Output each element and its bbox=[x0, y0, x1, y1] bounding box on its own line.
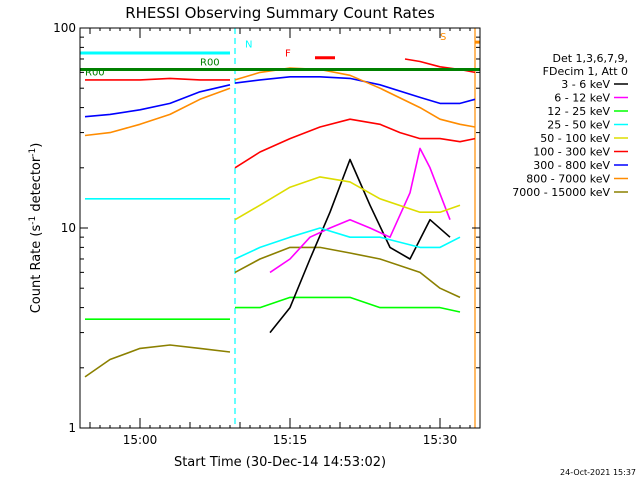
x-axis-label: Start Time (30-Dec-14 14:53:02) bbox=[174, 455, 386, 470]
annotation-2: R00 bbox=[85, 67, 105, 78]
y-axis-ticks: 1 10 100 bbox=[53, 21, 480, 435]
x-tick-label: 15:30 bbox=[423, 433, 458, 447]
x-axis-ticks: 15:00 15:15 15:30 bbox=[89, 28, 481, 447]
legend-label: 6 - 12 keV bbox=[554, 92, 610, 105]
y-tick-label: 1 bbox=[68, 421, 76, 435]
legend-label: 12 - 25 keV bbox=[547, 105, 610, 118]
series-line-50-100-kev-0 bbox=[234, 176, 461, 221]
legend-label: 100 - 300 keV bbox=[533, 146, 610, 159]
annotation-1: R00 bbox=[200, 57, 220, 68]
chart-title: RHESSI Observing Summary Count Rates bbox=[125, 4, 435, 22]
legend-label: 3 - 6 keV bbox=[561, 78, 610, 91]
y-tick-label: 100 bbox=[53, 21, 76, 35]
series-line-800-7000-kev-0 bbox=[84, 87, 231, 137]
legend-label: 300 - 800 keV bbox=[533, 159, 610, 172]
series-line-100-300-kev-1 bbox=[234, 118, 476, 169]
annotation-4: S bbox=[440, 32, 446, 43]
series-line-25-50-kev-1 bbox=[234, 227, 461, 260]
series-line-6-12-kev-0 bbox=[269, 147, 451, 274]
series-line-3-6-kev-0 bbox=[269, 158, 451, 334]
footer-timestamp: 24-Oct-2021 15:37 bbox=[560, 468, 636, 477]
x-tick-label: 15:00 bbox=[123, 433, 158, 447]
series-line-100-300-kev-0 bbox=[85, 77, 230, 81]
legend-header-line: FDecim 1, Att 0 bbox=[543, 65, 628, 78]
legend-label: 7000 - 15000 keV bbox=[512, 186, 610, 199]
annotation-3: F bbox=[285, 49, 291, 60]
series-line-7000-15000-kev-0 bbox=[84, 344, 231, 378]
y-tick-label: 10 bbox=[61, 221, 76, 235]
series-line-7000-15000-kev-1 bbox=[234, 246, 461, 299]
annotation-0: N bbox=[245, 39, 252, 50]
legend-header-line: Det 1,3,6,7,9, bbox=[552, 52, 628, 65]
series-line-300-800-kev-0 bbox=[84, 84, 231, 118]
series-line-12-25-kev-1 bbox=[235, 296, 461, 313]
legend: Det 1,3,6,7,9,FDecim 1, Att 03 - 6 keV6 … bbox=[512, 52, 628, 199]
y-axis-label: Count Rate (s-1 detector-1) bbox=[28, 143, 44, 314]
x-tick-label: 15:15 bbox=[273, 433, 308, 447]
legend-label: 800 - 7000 keV bbox=[526, 173, 610, 186]
legend-label: 25 - 50 keV bbox=[547, 119, 610, 132]
legend-label: 50 - 100 keV bbox=[540, 132, 610, 145]
chart-marks: N R00 R00 F S bbox=[80, 28, 480, 428]
